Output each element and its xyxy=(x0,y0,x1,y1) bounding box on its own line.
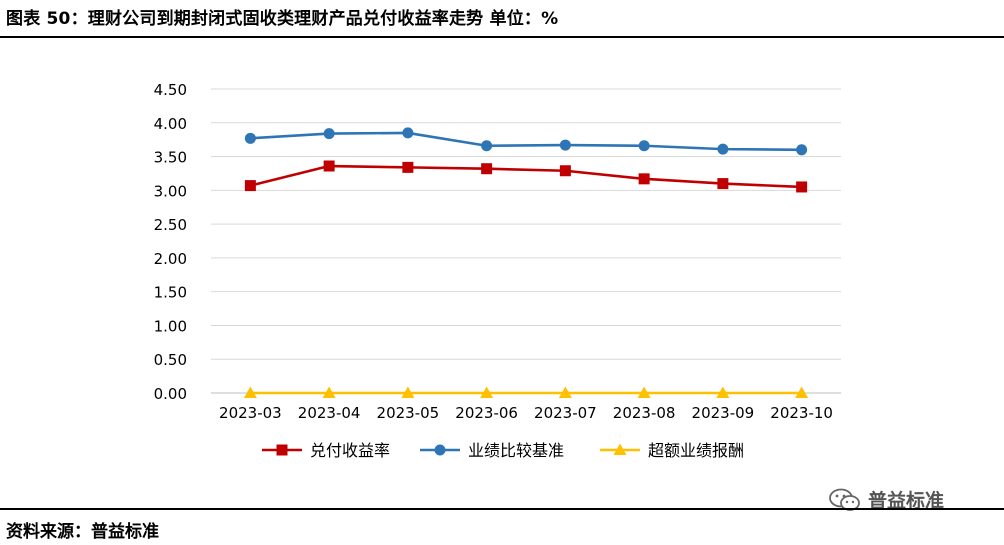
data-point xyxy=(323,160,335,172)
y-tick-label: 4.00 xyxy=(154,115,187,133)
data-point xyxy=(244,180,256,192)
data-point xyxy=(402,127,414,139)
y-tick-label: 4.50 xyxy=(154,81,187,99)
data-point xyxy=(244,132,256,144)
legend-label: 兑付收益率 xyxy=(310,441,390,460)
legend-marker xyxy=(613,443,627,455)
x-tick-label: 2023-03 xyxy=(219,404,282,422)
data-point xyxy=(558,386,572,398)
x-tick-label: 2023-06 xyxy=(455,404,518,422)
legend-marker xyxy=(434,444,446,456)
x-tick-label: 2023-09 xyxy=(692,404,755,422)
data-point xyxy=(795,386,809,398)
data-point xyxy=(717,143,729,155)
y-tick-label: 3.50 xyxy=(154,149,187,167)
x-tick-label: 2023-08 xyxy=(613,404,676,422)
x-tick-label: 2023-10 xyxy=(770,404,833,422)
data-point xyxy=(481,163,493,175)
chart-title: 图表 50：理财公司到期封闭式固收类理财产品兑付收益率走势 单位：% xyxy=(6,9,559,29)
data-point xyxy=(638,173,650,185)
line-chart: 0.00 0.50 1.00 1.50 2.00 2.50 3.00 3.50 4.00 4.50… xyxy=(154,81,841,460)
data-point xyxy=(716,386,730,398)
data-point xyxy=(480,386,494,398)
data-point xyxy=(717,178,729,190)
y-tick-label: 1.00 xyxy=(154,317,187,335)
y-tick-label: 2.50 xyxy=(154,216,187,234)
top-divider xyxy=(0,36,1004,38)
x-tick-label: 2023-07 xyxy=(534,404,597,422)
legend-label: 业绩比较基准 xyxy=(468,441,564,460)
data-point xyxy=(323,128,335,140)
series-line-1 xyxy=(250,164,802,189)
source-note: 资料来源：普益标准 xyxy=(6,522,159,542)
data-point xyxy=(638,140,650,152)
series-line-2 xyxy=(250,131,802,152)
data-point xyxy=(559,165,571,177)
x-tick-label: 2023-04 xyxy=(298,404,361,422)
bottom-divider xyxy=(0,508,1004,510)
y-tick-label: 2.00 xyxy=(154,250,187,268)
y-tick-label: 0.50 xyxy=(154,351,187,369)
y-tick-label: 0.00 xyxy=(154,385,187,403)
watermark-text: 普益标准 xyxy=(868,490,945,512)
data-point xyxy=(401,386,415,398)
data-point xyxy=(243,386,257,398)
data-point xyxy=(559,139,571,151)
wechat-icon xyxy=(829,488,860,511)
x-tick-label: 2023-05 xyxy=(377,404,440,422)
legend-label: 超额业绩报酬 xyxy=(648,441,744,460)
y-tick-label: 3.00 xyxy=(154,182,187,200)
data-point xyxy=(796,181,808,193)
legend-marker xyxy=(276,444,288,456)
data-point xyxy=(402,161,414,173)
data-point xyxy=(637,386,651,398)
data-point xyxy=(481,140,493,152)
data-point xyxy=(322,386,336,398)
data-point xyxy=(796,144,808,156)
watermark: 普益标准 xyxy=(828,486,944,513)
y-tick-label: 1.50 xyxy=(154,284,187,302)
